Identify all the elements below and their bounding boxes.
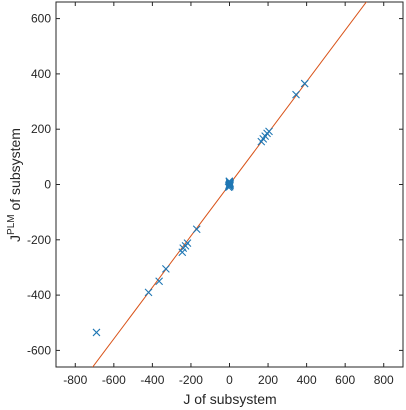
data-point [155, 277, 164, 286]
data-point [161, 264, 170, 273]
y-axis-label-base: J [7, 235, 23, 242]
data-point [225, 182, 234, 191]
y-tick-label: -400 [27, 288, 51, 302]
x-tick-label: -200 [179, 373, 203, 387]
y-axis-label: JPLM of subsystem [6, 128, 23, 242]
data-point [92, 328, 101, 337]
data-point [183, 239, 192, 248]
x-tick-label: 400 [297, 373, 317, 387]
data-point [226, 181, 234, 190]
data-point [265, 127, 273, 136]
y-tick-label: -600 [27, 343, 51, 357]
data-point [292, 90, 300, 99]
x-tick-label: -800 [63, 373, 87, 387]
y-axis-label-superscript: PLM [6, 214, 17, 235]
y-axis-label-rest: of subsystem [7, 128, 23, 214]
plot-area: -800 -600 -400 -200 0 200 400 600 800 -600 -400 -20… [27, 1, 404, 387]
data-point [192, 225, 201, 234]
x-tick-label: 800 [374, 373, 394, 387]
y-tick-label: 600 [31, 12, 51, 26]
x-tick-label: -600 [102, 373, 126, 387]
fit-line [92, 2, 367, 367]
x-axis-label: J of subsystem [183, 391, 276, 407]
y-tick-label: 200 [31, 122, 51, 136]
y-tick-label: -200 [27, 233, 51, 247]
y-tick-label: 0 [44, 178, 51, 192]
x-tick-label: 200 [258, 373, 278, 387]
y-tick-label: 400 [31, 67, 51, 81]
x-tick-label: 0 [226, 373, 233, 387]
data-point [300, 79, 309, 88]
data-point [144, 288, 153, 297]
data-point [226, 180, 235, 188]
x-tick-label: -400 [140, 373, 164, 387]
x-tick-label: 600 [335, 373, 355, 387]
